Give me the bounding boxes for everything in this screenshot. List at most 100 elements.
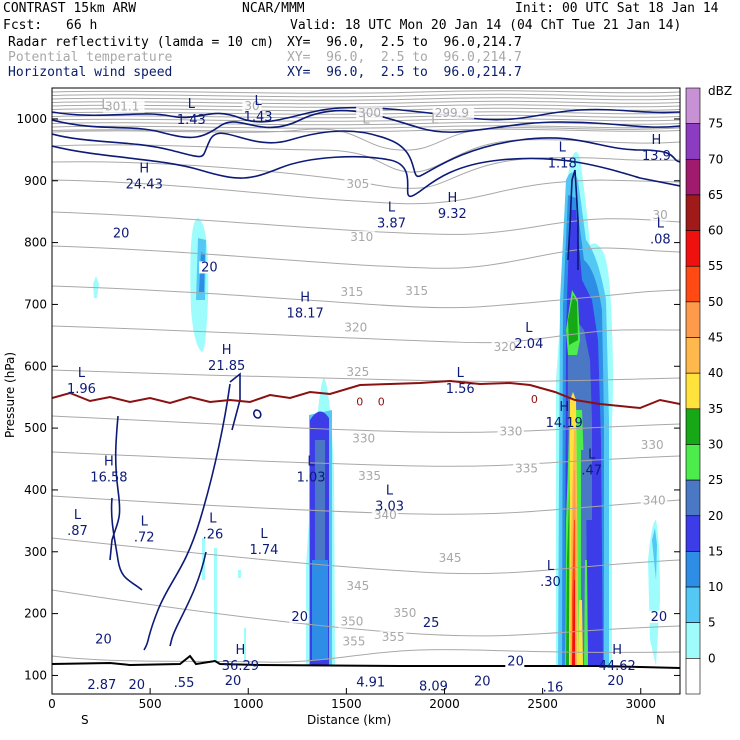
y-tick-label-0: 100	[24, 668, 47, 682]
colorbar-swatch-2	[685, 158, 701, 196]
colorbar-tick-9: 30	[708, 437, 723, 451]
x-axis-label: Distance (km)	[307, 713, 391, 727]
wind-label-bg-4	[354, 676, 389, 689]
wind-label-bg-13	[648, 610, 668, 623]
theta-label-bg-17	[403, 284, 430, 297]
theta-label-13: 325	[346, 365, 369, 379]
extremum-letter-26: L	[431, 112, 439, 127]
field-wind-title: Horizontal wind speed	[8, 65, 173, 80]
extremum-letter-7: L	[386, 483, 394, 498]
x-tick-label-6: 3000	[625, 697, 656, 711]
wind-label-bg-11	[420, 616, 440, 629]
colorbar-swatch-3	[685, 194, 701, 231]
extremum-value-14: 21.85	[208, 359, 245, 374]
terrain-surface	[52, 654, 680, 669]
wind-label-bg-12	[505, 655, 525, 668]
field-theta-xy: XY= 96.0, 2.5 to 96.0,214.7	[287, 50, 522, 65]
extremum-letter-14: H	[222, 343, 232, 358]
reflectivity-cell-12	[244, 628, 246, 660]
theta-label-8: 335	[358, 469, 381, 483]
wind-contour-8	[109, 415, 121, 561]
theta-label-24: 30	[653, 208, 668, 222]
theta-contour-2	[52, 97, 680, 101]
colorbar-swatch-10	[685, 444, 701, 481]
theta-label-11: 330	[499, 424, 522, 438]
extremum-value-22: 13.9	[642, 149, 671, 164]
reflectivity-cell-11	[238, 570, 241, 578]
contour-labels: 355 355 350 350 345 345 340 340 335 335 330 330 330 3…	[67, 94, 671, 695]
extremum-value-0: 36.29	[222, 659, 259, 674]
theta-label-bg-9	[513, 462, 540, 475]
theta-contour-4	[52, 104, 680, 108]
x-tick-label-2: 1000	[233, 697, 264, 711]
extremum-value-23: 1.43	[177, 113, 206, 128]
wind-label-bg-14	[199, 261, 219, 274]
colorbar-tick-11: 20	[708, 509, 723, 523]
extremum-value-5: .26	[203, 527, 224, 542]
x-tick-label-4: 2000	[429, 697, 460, 711]
x-end-label-south: S	[81, 713, 89, 727]
theta-label-bg-24	[650, 208, 670, 221]
extremum-value-24: 1.43	[244, 110, 273, 125]
y-tick-label-3: 400	[24, 483, 47, 497]
extremum-letter-18: H	[447, 191, 457, 206]
theta-contour-24	[52, 537, 680, 575]
theta-label-bg-18	[348, 231, 375, 244]
theta-contour-0	[52, 90, 680, 94]
colorbar-tick-10: 25	[708, 473, 723, 487]
wind-label-bg-1	[126, 678, 146, 691]
extremum-letter-10: L	[588, 448, 596, 463]
freezing-label-bg-1	[375, 396, 386, 408]
extremum-letter-22: H	[652, 133, 662, 148]
field-reflectivity-title: Radar reflectivity (lamda = 10 cm)	[8, 35, 275, 50]
wind-label-1: 20	[129, 678, 146, 693]
extremum-letter-19: L	[657, 216, 665, 231]
plot-frame	[51, 87, 681, 695]
theta-contour-8	[52, 118, 680, 122]
extremum-letter-1: H	[612, 643, 622, 658]
theta-label-19: 305	[346, 177, 369, 191]
wind-label-15: 20	[113, 226, 130, 241]
wind-contour-1	[52, 109, 680, 139]
colorbar-tick-15: 0	[708, 651, 716, 665]
wind-label-2: .55	[174, 676, 195, 691]
extremum-letter-17: L	[388, 200, 396, 215]
colorbar-swatch-12	[685, 515, 701, 552]
theta-contour-21	[52, 415, 680, 433]
wind-contour-2	[52, 130, 680, 178]
theta-label-2: 350	[340, 615, 363, 629]
reflectivity-cell-28	[578, 600, 583, 666]
theta-label-17: 315	[405, 284, 428, 298]
extremum-value-3: .87	[67, 524, 88, 539]
theta-label-bg-20	[356, 106, 383, 119]
x-tick-label-0: 0	[48, 697, 56, 711]
theta-label-bg-6	[371, 508, 399, 521]
freezing-label-1: 0	[378, 396, 385, 409]
extremum-letter-20: H	[139, 161, 149, 176]
colorbar-unit: dBZ	[708, 84, 732, 98]
wind-label-12: 20	[507, 654, 524, 669]
theta-label-bg-10	[350, 432, 377, 445]
theta-label-7: 340	[643, 494, 666, 508]
y-axis-label: Pressure (hPa)	[3, 352, 17, 438]
colorbar-swatch-9	[685, 408, 701, 445]
y-tick-label-8: 900	[24, 174, 47, 188]
extremum-value-19: .08	[650, 232, 671, 247]
freezing-label-bg-2	[528, 394, 539, 406]
colorbar-swatch-14	[685, 586, 701, 624]
theta-label-bg-16	[338, 286, 365, 299]
wind-label-bg-5	[416, 680, 451, 693]
colorbar-swatch-8	[685, 372, 701, 410]
extremum-letter-16: H	[300, 291, 310, 306]
x-tick-label-5: 2500	[527, 697, 558, 711]
extremum-value-18: 9.32	[438, 207, 467, 222]
wind-label-bg-8	[605, 675, 625, 688]
theta-label-bg-11	[497, 425, 524, 438]
theta-contour-16	[52, 211, 680, 235]
extremum-value-11: 14.19	[546, 416, 583, 431]
theta-contour-3	[52, 100, 680, 105]
reflectivity-cell-31	[652, 528, 657, 580]
wind-contour-6	[143, 383, 231, 651]
